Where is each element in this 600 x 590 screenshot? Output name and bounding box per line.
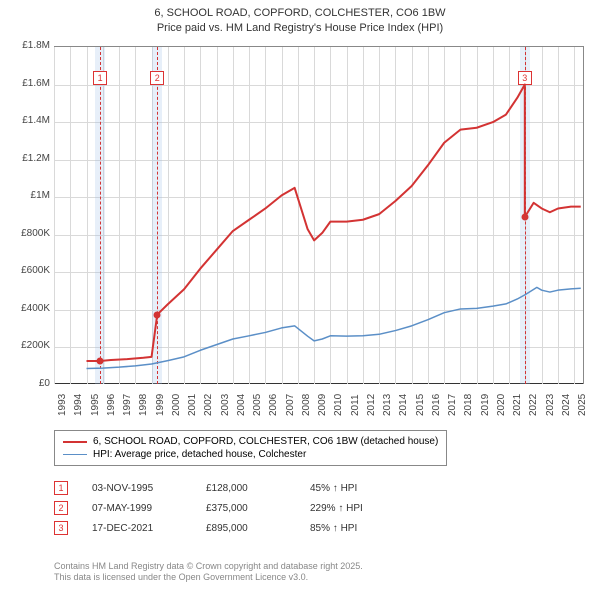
x-axis-label: 1994 [73, 394, 84, 416]
legend-item-subject: 6, SCHOOL ROAD, COPFORD, COLCHESTER, CO6… [63, 435, 438, 448]
x-axis-label: 2003 [220, 394, 231, 416]
x-axis-label: 2022 [528, 394, 539, 416]
legend-swatch-hpi [63, 454, 87, 455]
sale-point-dot [521, 213, 528, 220]
legend-label-subject: 6, SCHOOL ROAD, COPFORD, COLCHESTER, CO6… [93, 436, 438, 447]
series-line [54, 47, 584, 385]
x-axis-label: 1995 [90, 394, 101, 416]
sale-date: 03-NOV-1995 [92, 483, 182, 494]
y-axis-label: £1.8M [22, 40, 50, 51]
sale-delta: 229% ↑ HPI [310, 503, 363, 514]
x-axis-label: 2019 [480, 394, 491, 416]
x-axis-label: 2025 [577, 394, 588, 416]
x-axis-label: 2017 [447, 394, 458, 416]
x-axis-label: 2006 [268, 394, 279, 416]
sale-index: 1 [54, 481, 68, 495]
x-axis-label: 1997 [122, 394, 133, 416]
sale-point-dot [154, 311, 161, 318]
x-axis-label: 2010 [333, 394, 344, 416]
sales-table: 1 03-NOV-1995 £128,000 45% ↑ HPI 2 07-MAY-199… [54, 478, 363, 538]
sale-point-dot [97, 357, 104, 364]
x-axis-label: 2024 [561, 394, 572, 416]
x-axis-label: 1998 [138, 394, 149, 416]
x-axis-label: 2011 [350, 394, 361, 416]
y-axis-label: £400K [21, 303, 50, 314]
x-axis-label: 2014 [398, 394, 409, 416]
x-axis-label: 2000 [171, 394, 182, 416]
footer-line1: Contains HM Land Registry data © Crown c… [54, 561, 590, 573]
attribution-footer: Contains HM Land Registry data © Crown c… [54, 561, 590, 584]
y-axis-label: £1.6M [22, 78, 50, 89]
y-axis-label: £200K [21, 340, 50, 351]
x-axis-label: 1999 [155, 394, 166, 416]
sales-table-row: 2 07-MAY-1999 £375,000 229% ↑ HPI [54, 498, 363, 518]
sales-table-row: 1 03-NOV-1995 £128,000 45% ↑ HPI [54, 478, 363, 498]
x-axis-label: 2015 [415, 394, 426, 416]
x-axis-label: 2018 [463, 394, 474, 416]
sales-table-row: 3 17-DEC-2021 £895,000 85% ↑ HPI [54, 518, 363, 538]
x-axis-label: 2020 [496, 394, 507, 416]
x-axis-label: 2016 [431, 394, 442, 416]
x-axis-label: 2007 [285, 394, 296, 416]
legend-item-hpi: HPI: Average price, detached house, Colc… [63, 448, 438, 461]
x-axis-label: 2012 [366, 394, 377, 416]
chart-container: 123 £0 £200K £400K £600K £800K £1M £1.2M £1.4M £… [10, 40, 590, 420]
legend: 6, SCHOOL ROAD, COPFORD, COLCHESTER, CO6… [54, 430, 447, 466]
sale-price: £128,000 [206, 483, 286, 494]
y-axis-label: £800K [21, 228, 50, 239]
sale-index: 2 [54, 501, 68, 515]
x-axis-label: 2005 [252, 394, 263, 416]
sale-date: 07-MAY-1999 [92, 503, 182, 514]
sale-price: £895,000 [206, 523, 286, 534]
plot-area: 123 [54, 46, 584, 384]
sale-price: £375,000 [206, 503, 286, 514]
x-axis-label: 2013 [382, 394, 393, 416]
sale-delta: 45% ↑ HPI [310, 483, 357, 494]
x-axis-label: 1996 [106, 394, 117, 416]
x-axis-label: 2002 [203, 394, 214, 416]
footer-line2: This data is licensed under the Open Gov… [54, 572, 590, 584]
y-axis-label: £600K [21, 265, 50, 276]
x-axis-label: 1993 [57, 394, 68, 416]
chart-title-block: 6, SCHOOL ROAD, COPFORD, COLCHESTER, CO6… [0, 0, 600, 40]
y-axis-label: £1M [31, 190, 50, 201]
x-axis-label: 2023 [545, 394, 556, 416]
chart-title-line1: 6, SCHOOL ROAD, COPFORD, COLCHESTER, CO6… [10, 6, 590, 21]
x-axis-label: 2021 [512, 394, 523, 416]
legend-swatch-subject [63, 441, 87, 443]
x-axis-label: 2001 [187, 394, 198, 416]
x-axis-label: 2009 [317, 394, 328, 416]
sale-delta: 85% ↑ HPI [310, 523, 357, 534]
legend-label-hpi: HPI: Average price, detached house, Colc… [93, 449, 306, 460]
sale-index: 3 [54, 521, 68, 535]
chart-title-line2: Price paid vs. HM Land Registry's House … [10, 21, 590, 36]
x-axis-label: 2008 [301, 394, 312, 416]
y-axis-label: £0 [39, 378, 50, 389]
sale-date: 17-DEC-2021 [92, 523, 182, 534]
y-axis-label: £1.2M [22, 153, 50, 164]
x-axis-label: 2004 [236, 394, 247, 416]
y-axis-label: £1.4M [22, 115, 50, 126]
